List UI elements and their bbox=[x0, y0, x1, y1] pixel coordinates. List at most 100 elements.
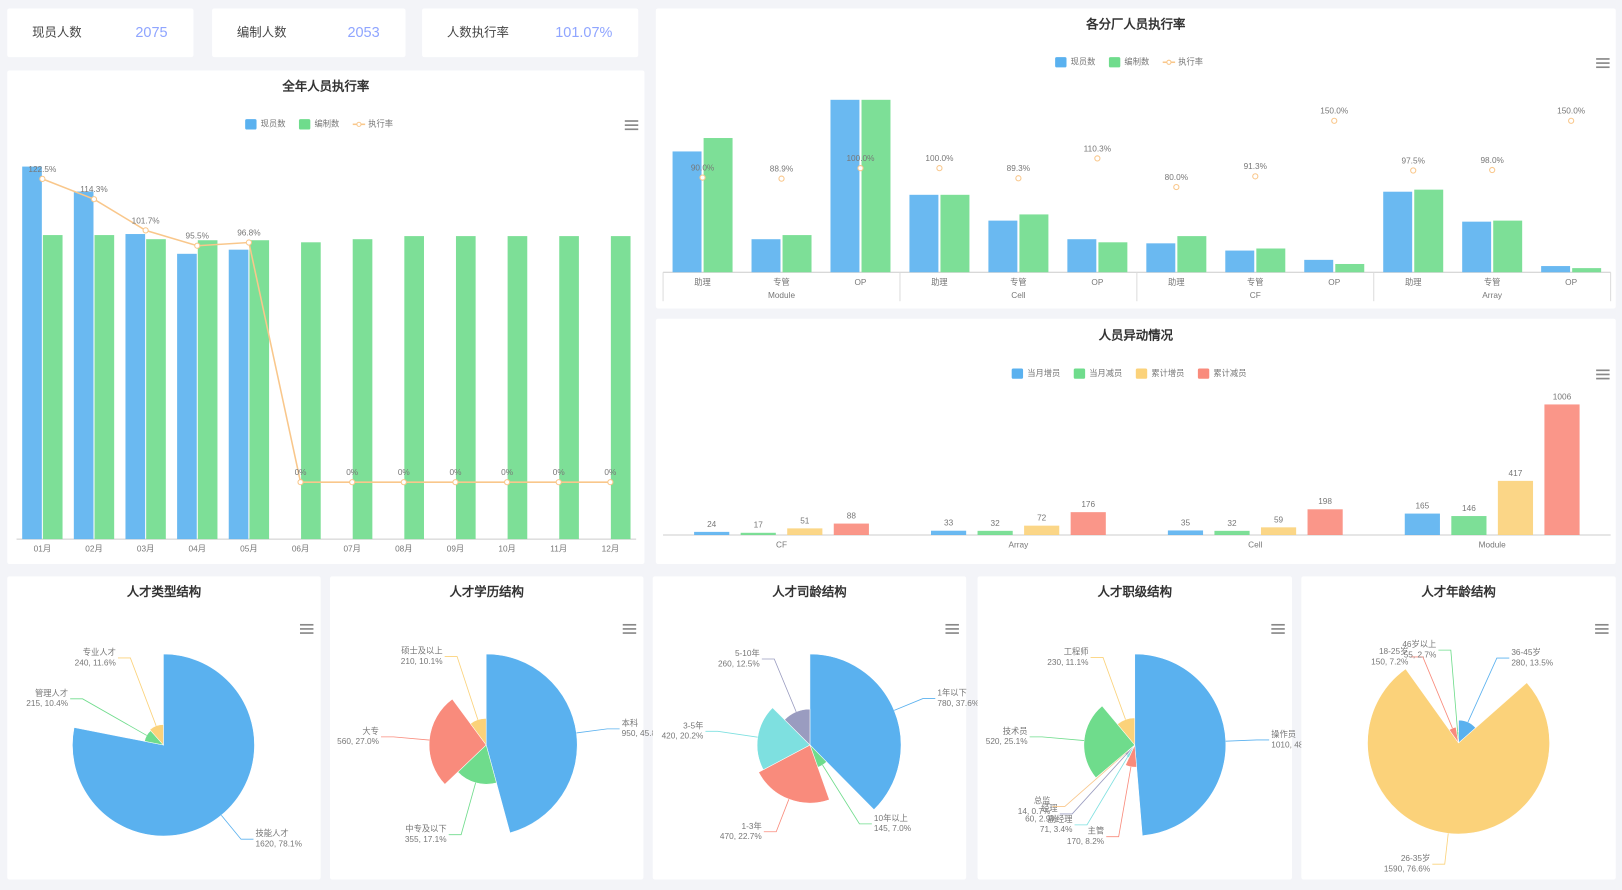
rate-point bbox=[778, 175, 785, 182]
menu-icon[interactable] bbox=[1595, 623, 1609, 626]
menu-icon[interactable] bbox=[1271, 628, 1285, 630]
menu-icon[interactable] bbox=[1596, 369, 1610, 372]
menu-icon[interactable] bbox=[299, 628, 314, 630]
bar bbox=[694, 531, 730, 535]
slice-name: 副经理 bbox=[1048, 814, 1073, 824]
data-label: 24 bbox=[707, 520, 717, 529]
legend-swatch bbox=[1197, 368, 1210, 379]
slice-name: 经理 bbox=[1041, 803, 1058, 813]
chart-title: 各分厂人员执行率 bbox=[1085, 16, 1186, 31]
rate-label: 0% bbox=[604, 468, 617, 477]
kpi-value: 2075 bbox=[135, 25, 167, 41]
kpi-label: 人数执行率 bbox=[447, 25, 509, 40]
bar bbox=[1146, 243, 1176, 273]
legend-swatch bbox=[1073, 368, 1086, 379]
bar bbox=[787, 528, 823, 535]
rate-label: 0% bbox=[449, 468, 462, 477]
pie-slice bbox=[485, 653, 578, 834]
slice-label: 71, 3.4% bbox=[1040, 825, 1073, 834]
legend-label: 现员数 bbox=[1071, 56, 1097, 66]
slice-label: 560, 27.0% bbox=[337, 737, 379, 746]
x-tick-label: OP bbox=[855, 278, 867, 287]
rate-label: 100.0% bbox=[846, 154, 875, 163]
x-tick-label: Module bbox=[1479, 541, 1507, 550]
kpi-value: 2053 bbox=[347, 25, 379, 41]
data-label: 146 bbox=[1462, 504, 1476, 513]
pie-slice bbox=[1134, 653, 1226, 836]
legend-marker bbox=[1166, 59, 1172, 65]
rate-label: 97.5% bbox=[1401, 156, 1425, 165]
menu-icon[interactable] bbox=[622, 628, 637, 630]
legend-swatch bbox=[1055, 57, 1067, 68]
leader-line bbox=[117, 657, 157, 726]
leader-line bbox=[1090, 657, 1126, 720]
menu-icon[interactable] bbox=[624, 124, 639, 126]
menu-icon[interactable] bbox=[1596, 373, 1610, 376]
leader-line bbox=[1432, 833, 1449, 865]
menu-icon[interactable] bbox=[1271, 623, 1285, 626]
slice-name: 专业人才 bbox=[83, 647, 116, 657]
legend-label: 当月减员 bbox=[1089, 368, 1122, 378]
rate-point bbox=[1568, 117, 1575, 124]
menu-icon[interactable] bbox=[945, 623, 959, 626]
pie-slice bbox=[72, 653, 255, 837]
legend-label: 执行率 bbox=[368, 119, 393, 129]
slice-label: 145, 7.0% bbox=[874, 824, 912, 833]
bar bbox=[740, 532, 776, 535]
bar bbox=[830, 99, 860, 273]
menu-icon[interactable] bbox=[1595, 628, 1609, 630]
leader-line bbox=[576, 728, 620, 734]
rate-point bbox=[1173, 183, 1180, 191]
bar bbox=[42, 235, 63, 540]
rate-point bbox=[1489, 166, 1496, 174]
data-label: 35 bbox=[1181, 518, 1191, 527]
bar bbox=[301, 242, 321, 540]
bar bbox=[249, 240, 270, 540]
leader-line bbox=[763, 799, 790, 833]
pie-slice bbox=[428, 698, 487, 785]
menu-icon[interactable] bbox=[945, 632, 959, 634]
menu-icon[interactable] bbox=[299, 632, 314, 634]
chart-title: 人才学历结构 bbox=[449, 584, 523, 599]
slice-label: 950, 45.8% bbox=[622, 729, 664, 738]
menu-icon[interactable] bbox=[1596, 58, 1610, 60]
menu-icon[interactable] bbox=[1596, 66, 1610, 69]
kpi-value: 101.07% bbox=[555, 25, 612, 41]
bar bbox=[1177, 236, 1207, 273]
rate-label: 110.3% bbox=[1084, 144, 1112, 153]
menu-icon[interactable] bbox=[945, 628, 959, 630]
bar bbox=[1414, 189, 1444, 273]
menu-icon[interactable] bbox=[622, 632, 637, 634]
slice-name: 26-35岁 bbox=[1401, 853, 1430, 863]
menu-icon[interactable] bbox=[299, 623, 314, 626]
slice-name: 18-25岁 bbox=[1379, 646, 1408, 656]
rate-label: 91.3% bbox=[1244, 162, 1268, 171]
rate-point bbox=[1331, 117, 1338, 124]
rate-label: 0% bbox=[553, 468, 566, 477]
bar bbox=[833, 523, 869, 535]
leader-line bbox=[444, 656, 479, 720]
slice-name: 工程师 bbox=[1064, 646, 1089, 656]
menu-icon[interactable] bbox=[1271, 632, 1285, 634]
chart-title: 人才职级结构 bbox=[1098, 584, 1172, 599]
bar bbox=[1225, 250, 1255, 273]
menu-icon[interactable] bbox=[622, 623, 637, 626]
x-tick-label: Cell bbox=[1248, 541, 1262, 550]
bar bbox=[559, 236, 579, 540]
slice-name: 操作员 bbox=[1271, 729, 1296, 739]
leader-line bbox=[705, 730, 758, 738]
bar bbox=[988, 220, 1018, 273]
bar bbox=[404, 236, 424, 540]
menu-icon[interactable] bbox=[1596, 62, 1610, 64]
menu-icon[interactable] bbox=[1595, 632, 1609, 634]
bar bbox=[751, 239, 781, 273]
bar bbox=[610, 236, 631, 540]
menu-icon[interactable] bbox=[1596, 377, 1610, 380]
bar bbox=[782, 235, 812, 273]
bar bbox=[352, 239, 373, 540]
x-tick-label: 11月 bbox=[550, 545, 567, 554]
leader-line bbox=[448, 782, 477, 836]
menu-icon[interactable] bbox=[624, 128, 639, 131]
menu-icon[interactable] bbox=[624, 120, 639, 122]
legend-label: 执行率 bbox=[1178, 56, 1203, 66]
